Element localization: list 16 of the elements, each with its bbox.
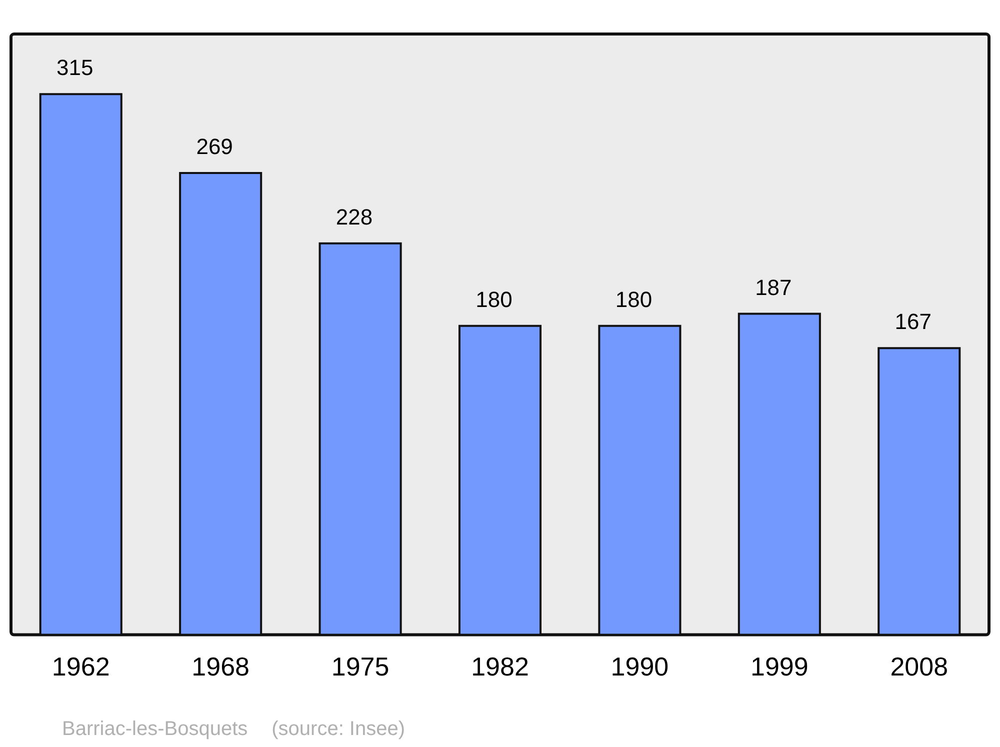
x-tick-label: 1990 (610, 652, 669, 682)
text: (source: Insee) (272, 718, 406, 741)
x-tick-label: 1975 (331, 652, 390, 682)
data-label: 228 (336, 204, 373, 230)
x-tick-label: 1968 (192, 652, 250, 682)
x-tick-label: 1962 (52, 652, 110, 682)
data-label: 180 (476, 286, 512, 312)
text: Barriac-les-Bosquets (62, 718, 248, 741)
x-tick-label: 1999 (750, 652, 808, 682)
data-label: 315 (56, 55, 94, 80)
data-label: 180 (615, 286, 652, 312)
x-tick-label: 2008 (890, 652, 948, 682)
x-tick-label: 1982 (471, 652, 529, 682)
data-label: 167 (894, 309, 932, 334)
data-label: 269 (196, 134, 233, 160)
data-label: 187 (755, 274, 792, 300)
